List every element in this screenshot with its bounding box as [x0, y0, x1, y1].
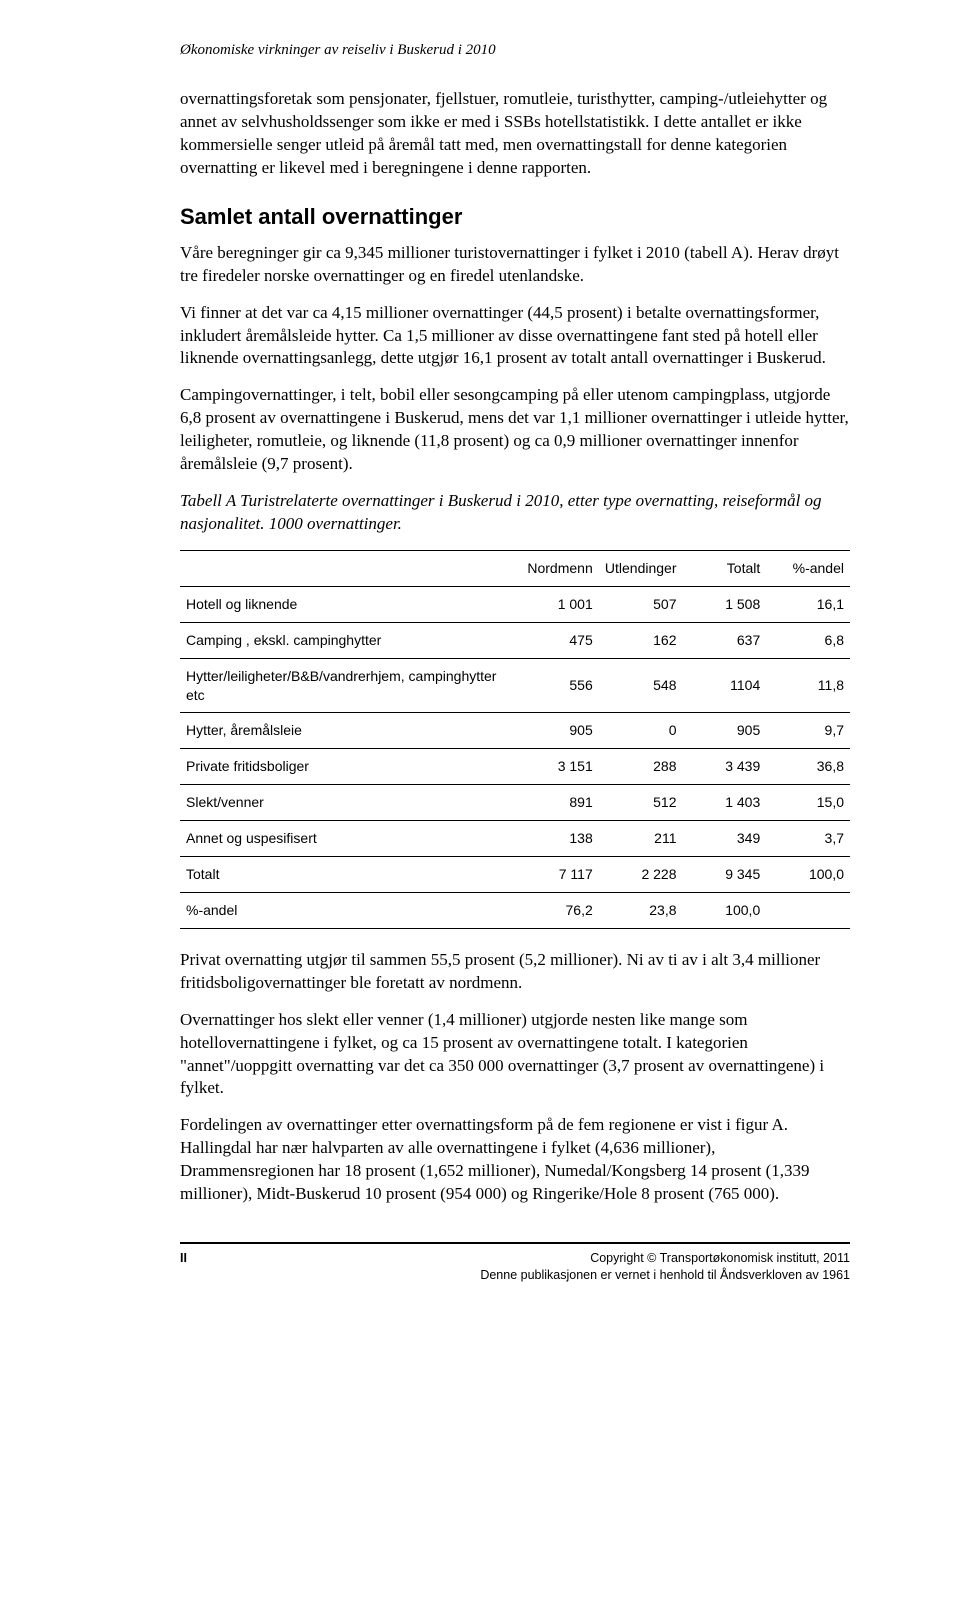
table-cell: 905: [683, 713, 767, 749]
footer-copyright: Copyright © Transportøkonomisk institutt…: [480, 1250, 850, 1267]
overnight-table: Nordmenn Utlendinger Totalt %-andel Hote…: [180, 550, 850, 929]
table-cell: 2 228: [599, 857, 683, 893]
table-row: Camping , ekskl. campinghytter 475 162 6…: [180, 622, 850, 658]
table-cell-label: Private fritidsboliger: [180, 749, 515, 785]
table-cell: 138: [515, 821, 599, 857]
table-cell: 349: [683, 821, 767, 857]
table-cell: 0: [599, 713, 683, 749]
table-header-andel: %-andel: [766, 551, 850, 587]
table-header-utlendinger: Utlendinger: [599, 551, 683, 587]
table-cell: 11,8: [766, 658, 850, 713]
table-cell-label: Camping , ekskl. campinghytter: [180, 622, 515, 658]
table-cell: 3 151: [515, 749, 599, 785]
table-cell: 23,8: [599, 892, 683, 928]
paragraph-3: Vi finner at det var ca 4,15 millioner o…: [180, 302, 850, 371]
table-cell: 100,0: [683, 892, 767, 928]
table-cell: 76,2: [515, 892, 599, 928]
table-cell: 16,1: [766, 586, 850, 622]
table-row: Hotell og liknende 1 001 507 1 508 16,1: [180, 586, 850, 622]
table-row: Hytter/leiligheter/B&B/vandrerhjem, camp…: [180, 658, 850, 713]
paragraph-intro: overnattingsforetak som pensjonater, fje…: [180, 88, 850, 180]
page-number: II: [180, 1250, 187, 1284]
table-row: Slekt/venner 891 512 1 403 15,0: [180, 785, 850, 821]
footer-rights: Denne publikasjonen er vernet i henhold …: [480, 1267, 850, 1284]
table-cell: 100,0: [766, 857, 850, 893]
page-header-title: Økonomiske virkninger av reiseliv i Busk…: [180, 40, 850, 60]
paragraph-2: Våre beregninger gir ca 9,345 millioner …: [180, 242, 850, 288]
table-cell: 891: [515, 785, 599, 821]
table-cell: 475: [515, 622, 599, 658]
paragraph-6: Overnattinger hos slekt eller venner (1,…: [180, 1009, 850, 1101]
paragraph-5: Privat overnatting utgjør til sammen 55,…: [180, 949, 850, 995]
table-cell: 507: [599, 586, 683, 622]
table-cell: 1 403: [683, 785, 767, 821]
table-cell: 556: [515, 658, 599, 713]
table-cell-label: Slekt/venner: [180, 785, 515, 821]
section-heading: Samlet antall overnattinger: [180, 202, 850, 232]
table-cell: 9,7: [766, 713, 850, 749]
table-cell-label: Totalt: [180, 857, 515, 893]
table-header-totalt: Totalt: [683, 551, 767, 587]
table-cell-label: Hotell og liknende: [180, 586, 515, 622]
table-cell: 1 001: [515, 586, 599, 622]
table-row: Annet og uspesifisert 138 211 349 3,7: [180, 821, 850, 857]
table-cell: 548: [599, 658, 683, 713]
table-header-nordmenn: Nordmenn: [515, 551, 599, 587]
table-cell: 288: [599, 749, 683, 785]
table-row-total: Totalt 7 117 2 228 9 345 100,0: [180, 857, 850, 893]
table-cell: 905: [515, 713, 599, 749]
table-cell-label: %-andel: [180, 892, 515, 928]
table-cell: 1104: [683, 658, 767, 713]
table-cell: 211: [599, 821, 683, 857]
table-cell: 15,0: [766, 785, 850, 821]
paragraph-4: Campingovernattinger, i telt, bobil elle…: [180, 384, 850, 476]
table-header-row: Nordmenn Utlendinger Totalt %-andel: [180, 551, 850, 587]
paragraph-7: Fordelingen av overnattinger etter overn…: [180, 1114, 850, 1206]
table-cell: 162: [599, 622, 683, 658]
table-header-blank: [180, 551, 515, 587]
table-row-percent: %-andel 76,2 23,8 100,0: [180, 892, 850, 928]
table-cell: 9 345: [683, 857, 767, 893]
table-cell: 3,7: [766, 821, 850, 857]
table-cell-label: Annet og uspesifisert: [180, 821, 515, 857]
table-cell: 6,8: [766, 622, 850, 658]
table-row: Hytter, åremålsleie 905 0 905 9,7: [180, 713, 850, 749]
table-cell: 3 439: [683, 749, 767, 785]
table-cell: [766, 892, 850, 928]
table-row: Private fritidsboliger 3 151 288 3 439 3…: [180, 749, 850, 785]
table-cell-label: Hytter, åremålsleie: [180, 713, 515, 749]
table-cell: 1 508: [683, 586, 767, 622]
table-cell: 637: [683, 622, 767, 658]
table-cell: 7 117: [515, 857, 599, 893]
table-caption: Tabell A Turistrelaterte overnattinger i…: [180, 490, 850, 536]
table-cell-label: Hytter/leiligheter/B&B/vandrerhjem, camp…: [180, 658, 515, 713]
table-cell: 36,8: [766, 749, 850, 785]
table-cell: 512: [599, 785, 683, 821]
page-footer: II Copyright © Transportøkonomisk instit…: [180, 1242, 850, 1284]
